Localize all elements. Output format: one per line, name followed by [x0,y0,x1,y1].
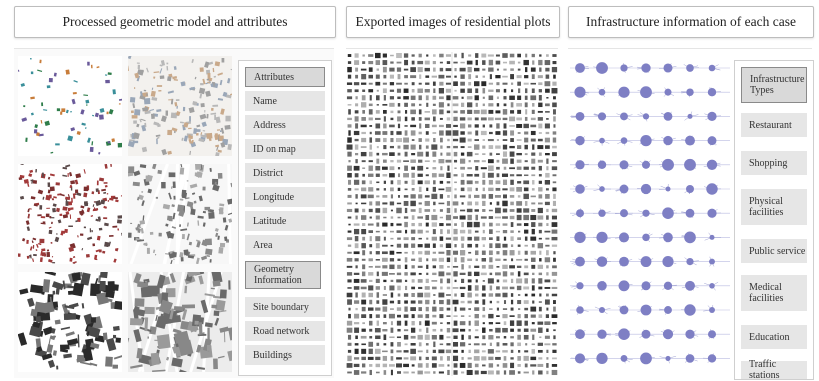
geometry-item: Site boundary [245,297,325,317]
attribute-item: Longitude [245,187,325,207]
attribute-item: Latitude [245,211,325,231]
plot-images-svg [346,52,558,376]
infrastructure-list: Infrastructure Types Restaurant Shopping… [734,60,814,380]
attributes-heading: Attributes [245,67,325,87]
attribute-item: Area [245,235,325,255]
geometry-item: Buildings [245,345,325,365]
infrastructure-heading: Infrastructure Types [741,67,807,103]
infrastructure-item: Physical facilities [741,189,807,225]
infrastructure-item: Medical facilities [741,275,807,311]
map-thumbnail [18,56,122,156]
header-exported-images: Exported images of residential plots [346,6,560,38]
exported-images-grid [346,52,558,376]
attribute-item: District [245,163,325,183]
attributes-list: Attributes Name Address ID on map Distri… [238,60,332,376]
infrastructure-item: Shopping [741,151,807,175]
header-infrastructure: Infrastructure information of each case [568,6,814,38]
infrastructure-item: Traffic stations [741,361,807,379]
geometry-information-heading: Geometry Information [245,261,321,289]
infrastructure-bubble-chart [570,56,730,376]
map-thumbnail [128,272,232,372]
infrastructure-item: Public service [741,239,807,263]
map-thumbnail [128,164,232,264]
geometry-item: Road network [245,321,325,341]
header-geometric-model: Processed geometric model and attributes [14,6,336,38]
infrastructure-item: Education [741,325,807,349]
bubble-grid-svg [570,56,730,376]
infrastructure-item: Restaurant [741,113,807,137]
attribute-item: Name [245,91,325,111]
map-thumbnail [18,164,122,264]
map-thumbnail [18,272,122,372]
map-thumbnail [128,56,232,156]
attribute-item: Address [245,115,325,135]
attribute-item: ID on map [245,139,325,159]
